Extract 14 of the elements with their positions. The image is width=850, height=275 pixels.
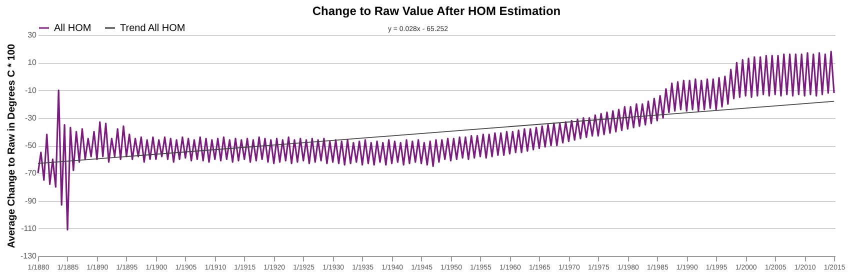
y-axis-title: Average Change to Raw in Degrees C * 100 <box>6 43 18 248</box>
y-tick-label: -10 <box>24 86 38 95</box>
y-tick-label: 10 <box>28 58 38 68</box>
y-tick-label: -50 <box>24 141 38 150</box>
legend-label: Trend All HOM <box>120 23 186 34</box>
y-tick-label: 30 <box>28 30 38 40</box>
y-tick-label: -70 <box>24 168 38 178</box>
chart-title: Change to Raw Value After HOM Estimation <box>312 4 561 18</box>
y-tick-label: -30 <box>24 113 38 122</box>
line-series <box>37 50 835 231</box>
y-tick-label: -130 <box>20 252 38 260</box>
legend-label: All HOM <box>54 23 92 34</box>
y-tick-label: -90 <box>24 196 38 206</box>
y-tick-label: -110 <box>21 224 38 233</box>
